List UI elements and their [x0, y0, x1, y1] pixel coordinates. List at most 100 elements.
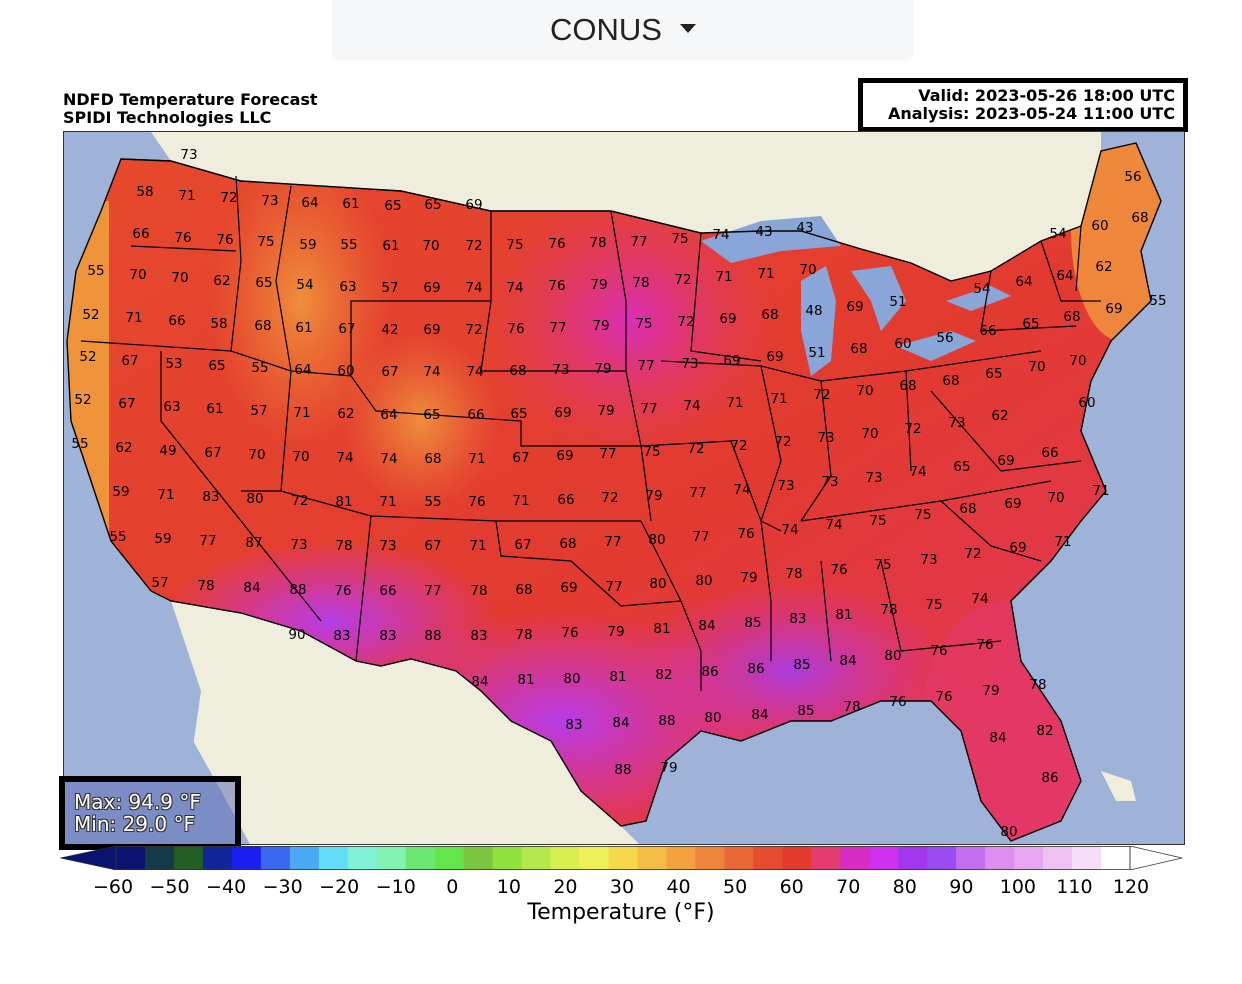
station-temp-label: 66: [168, 313, 185, 329]
station-temp-label: 69: [766, 349, 783, 365]
station-temp-label: 55: [340, 237, 357, 253]
colorbar-tick-label: −50: [149, 876, 190, 898]
temperature-field: [67, 143, 1161, 841]
station-temp-label: 86: [1041, 770, 1058, 786]
station-temp-label: 43: [755, 224, 772, 240]
station-temp-label: 63: [163, 399, 180, 415]
station-temp-label: 73: [290, 537, 307, 553]
colorbar-segment: [927, 846, 957, 870]
colorbar-segment: [202, 846, 233, 870]
station-temp-label: 81: [609, 669, 626, 685]
canada-land: [151, 132, 1101, 281]
station-temp-label: 84: [751, 707, 768, 723]
station-temp-label: 84: [698, 618, 715, 634]
station-temp-label: 64: [1056, 268, 1073, 284]
station-temp-label: 71: [293, 405, 310, 421]
station-temp-label: 67: [381, 364, 398, 380]
station-temp-label: 51: [808, 345, 825, 361]
station-temp-label: 77: [549, 320, 566, 336]
station-temp-label: 70: [861, 426, 878, 442]
station-temp-label: 82: [655, 667, 672, 683]
station-temp-label: 75: [257, 234, 274, 250]
station-temp-label: 71: [512, 493, 529, 509]
station-temp-label: 71: [125, 310, 142, 326]
station-temp-label: 64: [294, 362, 311, 378]
station-temp-label: 66: [979, 323, 996, 339]
station-temp-label: 66: [132, 226, 149, 242]
station-temp-label: 65: [953, 459, 970, 475]
station-temp-label: 59: [112, 484, 129, 500]
colorbar-segment: [463, 846, 494, 870]
colorbar-segment: [1072, 846, 1102, 870]
colorbar-segment: [753, 846, 783, 870]
station-temp-label: 69: [465, 197, 482, 213]
station-temp-label: 74: [336, 450, 353, 466]
station-labels: 73 58 71 72 73 64 61 65 65 69 66 76 76 75 59 55 61 70 72 75…: [71, 147, 1166, 840]
station-temp-label: 81: [335, 494, 352, 510]
station-temp-label: 55: [424, 494, 441, 510]
station-temp-label: 77: [637, 358, 654, 374]
station-temp-label: 77: [605, 579, 622, 595]
station-temp-label: 52: [74, 392, 91, 408]
station-temp-label: 77: [199, 533, 216, 549]
colorbar-segment: [1043, 846, 1073, 870]
station-temp-label: 70: [799, 262, 816, 278]
station-temp-label: 65: [384, 198, 401, 214]
station-temp-label: 86: [701, 664, 718, 680]
colorbar-extend-min: [60, 846, 117, 870]
station-temp-label: 69: [723, 353, 740, 369]
station-temp-label: 64: [1015, 274, 1032, 290]
station-temp-label: 69: [423, 322, 440, 338]
station-temp-label: 69: [719, 311, 736, 327]
colorbar-segment: [985, 846, 1015, 870]
station-temp-label: 75: [914, 507, 931, 523]
station-temp-label: 66: [379, 583, 396, 599]
colorbar: [60, 846, 1183, 870]
station-temp-label: 69: [560, 580, 577, 596]
station-temp-label: 88: [658, 713, 675, 729]
station-temp-label: 76: [548, 278, 565, 294]
colorbar-segment: [521, 846, 552, 870]
station-temp-label: 67: [512, 450, 529, 466]
station-temp-label: 73: [821, 474, 838, 490]
station-temp-label: 72: [291, 493, 308, 509]
station-temp-label: 74: [971, 591, 988, 607]
station-temp-label: 62: [1095, 259, 1112, 275]
colorbar-tick-label: 80: [892, 876, 917, 898]
max-value: Max: 94.9 °F: [74, 790, 201, 814]
station-temp-label: 69: [997, 453, 1014, 469]
station-temp-label: 77: [604, 534, 621, 550]
station-temp-label: 68: [899, 378, 916, 394]
station-temp-label: 76: [561, 625, 578, 641]
station-temp-label: 83: [565, 717, 582, 733]
station-temp-label: 57: [381, 280, 398, 296]
station-temp-label: 78: [632, 275, 649, 291]
conus-outline: [66, 142, 1162, 842]
station-temp-label: 65: [1022, 316, 1039, 332]
station-temp-label: 69: [423, 280, 440, 296]
station-temp-label: 79: [982, 683, 999, 699]
station-temp-label: 83: [789, 611, 806, 627]
station-temp-label: 79: [594, 361, 611, 377]
colorbar-segment: [869, 846, 899, 870]
station-temp-label: 76: [507, 321, 524, 337]
station-temp-label: 83: [202, 489, 219, 505]
region-dropdown[interactable]: CONUS: [332, 0, 914, 60]
station-temp-label: 54: [1049, 226, 1066, 242]
colorbar-segment: [1014, 846, 1044, 870]
temperature-map: 73 58 71 72 73 64 61 65 65 69 66 76 76 75 59 55 61 70 72 75…: [63, 131, 1185, 845]
station-temp-label: 61: [342, 196, 359, 212]
station-temp-label: 64: [301, 195, 318, 211]
station-temp-label: 77: [599, 446, 616, 462]
station-temp-label: 72: [674, 272, 691, 288]
station-temp-label: 62: [115, 440, 132, 456]
station-temp-label: 75: [874, 557, 891, 573]
station-temp-label: 58: [136, 184, 153, 200]
station-temp-label: 60: [894, 336, 911, 352]
station-temp-label: 62: [213, 273, 230, 289]
station-temp-label: 72: [904, 421, 921, 437]
station-temp-label: 68: [1131, 210, 1148, 226]
station-temp-label: 77: [692, 529, 709, 545]
station-temp-label: 78: [515, 627, 532, 643]
colorbar-tick-label: 40: [666, 876, 691, 898]
